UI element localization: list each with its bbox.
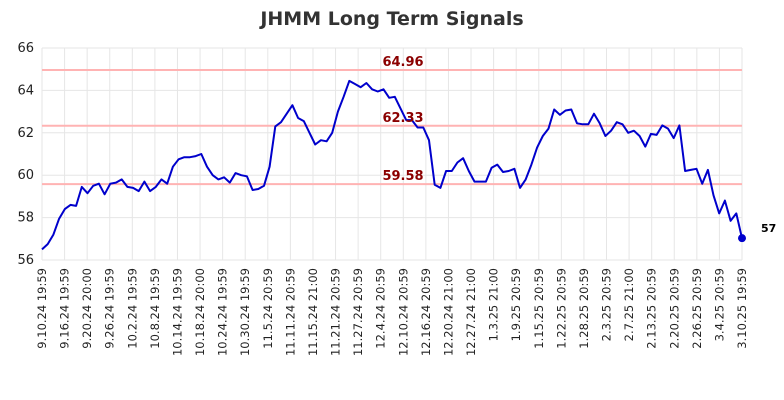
x-tick-label: 11.21.24 20:59 [329,268,343,356]
reference-line-label: 59.58 [382,169,423,184]
x-tick-label: 9.20.24 20:00 [80,268,94,349]
reference-line-label: 64.96 [382,55,423,70]
x-tick-label: 12.4.24 20:59 [374,268,388,349]
price-series-line [41,79,743,251]
x-tick-label: 9.16.24 19:59 [58,268,72,349]
y-tick-label: 56 [17,253,34,268]
x-tick-label: 2.13.25 20:59 [645,268,659,349]
x-tick-label: 9.26.24 19:59 [103,268,117,349]
x-tick-label: 12.20.24 21:00 [441,268,455,356]
x-tick-label: 3.4.25 20:59 [712,268,726,341]
x-tick-label: 11.27.24 20:59 [351,268,365,356]
x-tick-label: 10.24.24 19:59 [216,268,230,356]
x-tick-label: 1.3.25 21:00 [487,268,501,341]
y-tick-label: 66 [17,41,34,56]
x-tick-label: 9.10.24 19:59 [35,268,49,349]
y-tick-label: 62 [17,126,34,141]
last-value-marker [738,234,746,243]
x-tick-label: 2.20.25 20:59 [667,268,681,349]
x-tick-label: 2.26.25 20:59 [690,268,704,349]
x-tick-label: 12.27.24 21:00 [464,268,478,356]
y-tick-label: 60 [17,168,34,183]
x-tick-label: 3.10.25 19:59 [735,268,749,349]
x-tick-label: 2.7.25 21:00 [622,268,636,341]
x-tick-label: 11.15.24 21:00 [306,268,320,356]
reference-line-label: 62.33 [382,111,423,126]
x-tick-label: 10.8.24 19:59 [148,268,162,349]
chart-title: JHMM Long Term Signals [260,8,524,30]
x-tick-label: 10.18.24 20:00 [193,268,207,356]
x-tick-label: 10.30.24 19:59 [238,268,252,356]
y-tick-label: 64 [17,83,34,98]
x-tick-label: 11.5.24 20:59 [261,268,275,349]
x-tick-label: 1.28.25 20:59 [577,268,591,349]
x-tick-label: 2.3.25 20:59 [600,268,614,341]
x-tick-label: 1.22.25 20:59 [554,268,568,349]
x-tick-label: 1.15.25 20:59 [532,268,546,349]
x-tick-label: 11.11.24 20:59 [283,268,297,356]
x-tick-label: 12.10.24 20:59 [396,268,410,356]
y-tick-label: 58 [17,211,34,226]
x-tick-label: 10.2.24 19:59 [125,268,139,349]
last-value-label: 57 [761,222,776,235]
x-tick-label: 1.9.25 20:59 [509,268,523,341]
x-tick-label: 10.14.24 19:59 [170,268,184,356]
x-tick-label: 12.16.24 20:59 [419,268,433,356]
